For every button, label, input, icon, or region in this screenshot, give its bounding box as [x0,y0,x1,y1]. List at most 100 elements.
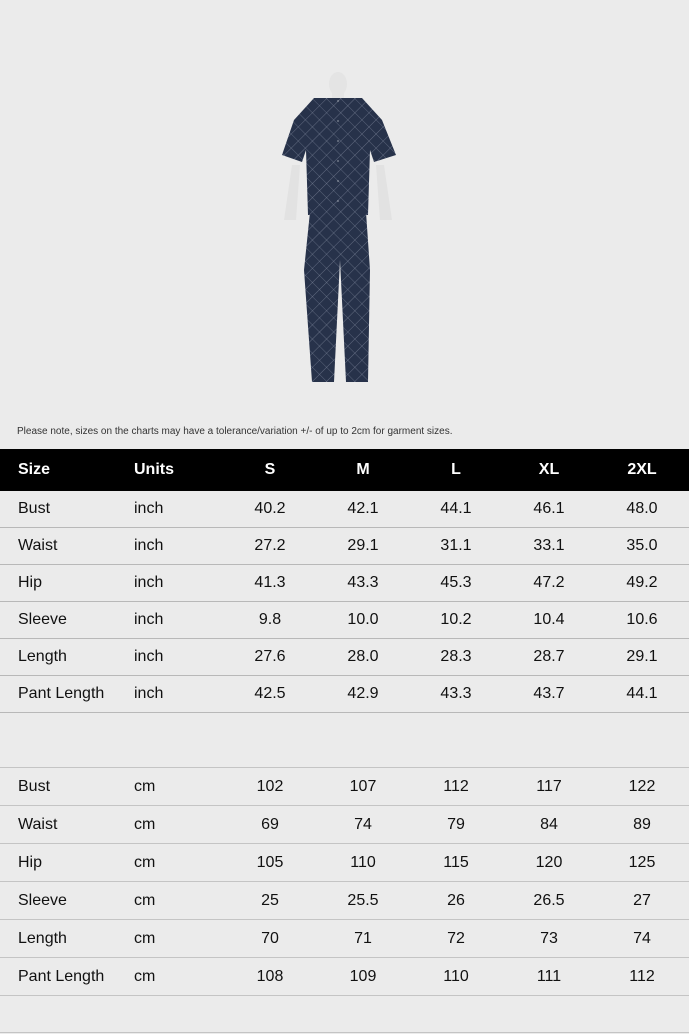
table-row: Sleeve cm 25 25.5 26 26.5 27 [0,882,689,920]
size-value: 33.1 [533,537,565,554]
unit-label: cm [134,929,156,947]
size-value: 117 [536,777,562,795]
unit-label: cm [134,777,156,795]
divider [0,767,689,768]
measurement-label: Waist [18,537,58,554]
size-value: 120 [535,853,563,871]
size-value: 27.2 [254,537,286,554]
size-value: 29.1 [626,648,658,665]
measurement-label: Pant Length [18,967,105,985]
header-s: S [264,461,276,478]
size-value: 35.0 [626,537,658,554]
header-2xl: 2XL [627,461,657,478]
header-l: L [451,461,461,478]
size-value: 45.3 [440,574,472,591]
size-value: 74 [354,815,372,833]
header-m: M [356,461,370,478]
table-row: Hip inch 41.3 43.3 45.3 47.2 49.2 [0,565,689,602]
size-value: 47.2 [533,574,565,591]
divider [0,1032,689,1033]
size-value: 29.1 [347,537,379,554]
size-value: 43.3 [347,574,379,591]
size-value: 79 [447,815,465,833]
size-value: 44.1 [626,685,658,702]
size-value: 10.2 [440,611,472,628]
size-value: 28.0 [347,648,379,665]
size-value: 89 [633,815,651,833]
tolerance-note: Please note, sizes on the charts may hav… [17,426,453,437]
size-value: 42.9 [347,685,379,702]
unit-label: cm [134,815,156,833]
size-value: 107 [349,777,377,795]
size-value: 69 [261,815,279,833]
size-value: 27.6 [254,648,286,665]
size-value: 43.3 [440,685,472,702]
measurement-label: Bust [18,500,51,517]
size-value: 102 [256,777,284,795]
unit-label: inch [134,685,164,702]
header-units: Units [134,461,174,478]
unit-label: inch [134,537,164,554]
table-row: Pant Length cm 108 109 110 111 112 [0,958,689,996]
size-value: 28.7 [533,648,565,665]
size-value: 42.5 [254,685,286,702]
measurement-label: Length [18,648,67,665]
size-value: 112 [629,967,655,985]
size-value: 125 [628,853,656,871]
size-value: 122 [628,777,656,795]
size-value: 41.3 [254,574,286,591]
measurement-label: Sleeve [18,891,67,909]
unit-label: cm [134,967,156,985]
unit-label: cm [134,891,156,909]
measurement-label: Bust [18,777,51,795]
size-value: 26 [447,891,465,909]
size-value: 10.6 [626,611,658,628]
table-row: Length inch 27.6 28.0 28.3 28.7 29.1 [0,639,689,676]
table-row: Length cm 70 71 72 73 74 [0,920,689,958]
size-value: 48.0 [626,500,658,517]
size-table-header: Size Units S M L XL 2XL [0,449,689,491]
measurement-label: Hip [18,574,43,591]
product-photo-denim-set [282,72,396,382]
size-value: 111 [536,967,562,985]
size-value: 27 [633,891,651,909]
table-row: Bust cm 102 107 112 117 122 [0,768,689,806]
measurement-label: Length [18,929,67,947]
table-row: Waist cm 69 74 79 84 89 [0,806,689,844]
size-value: 74 [633,929,651,947]
unit-label: inch [134,574,164,591]
size-value: 10.4 [533,611,565,628]
size-value: 31.1 [440,537,472,554]
size-value: 115 [443,853,469,871]
unit-label: inch [134,648,164,665]
size-value: 28.3 [440,648,472,665]
table-row: Sleeve inch 9.8 10.0 10.2 10.4 10.6 [0,602,689,639]
size-value: 71 [354,929,372,947]
size-value: 73 [540,929,558,947]
size-value: 43.7 [533,685,565,702]
measurement-label: Waist [18,815,58,833]
size-value: 46.1 [533,500,565,517]
size-value: 108 [256,967,284,985]
size-value: 70 [261,929,279,947]
size-value: 84 [540,815,558,833]
measurement-label: Hip [18,853,43,871]
unit-label: inch [134,611,164,628]
size-value: 25 [261,891,279,909]
size-value: 26.5 [533,891,565,909]
size-value: 25.5 [347,891,379,909]
unit-label: cm [134,853,156,871]
table-row: Hip cm 105 110 115 120 125 [0,844,689,882]
size-value: 109 [349,967,377,985]
size-value: 44.1 [440,500,472,517]
size-value: 10.0 [347,611,379,628]
size-value: 42.1 [347,500,379,517]
header-xl: XL [538,461,560,478]
table-row: Waist inch 27.2 29.1 31.1 33.1 35.0 [0,528,689,565]
unit-label: inch [134,500,164,517]
size-value: 49.2 [626,574,658,591]
measurement-label: Pant Length [18,685,105,702]
size-value: 112 [443,777,469,795]
header-size: Size [18,461,51,478]
measurement-label: Sleeve [18,611,67,628]
